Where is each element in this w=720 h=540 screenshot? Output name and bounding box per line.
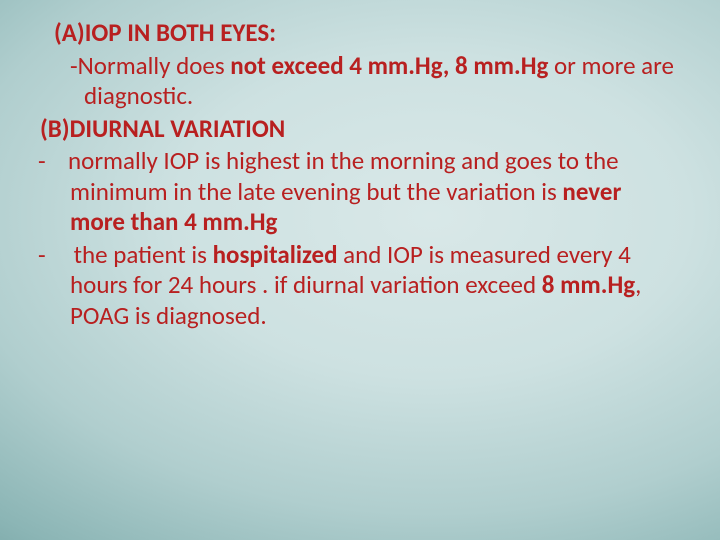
bullet-dash-icon: - [54, 240, 68, 271]
bullet-2-d-bold: 8 mm.Hg [542, 269, 635, 300]
section-a-body: -Normally does not exceed 4 mm.Hg, 8 mm.… [70, 51, 680, 112]
slide: (A)IOP IN BOTH EYES: -Normally does not … [0, 0, 720, 540]
bullet-2-b-bold: hospitalized [213, 239, 338, 270]
para-a-bold: not exceed 4 mm.Hg, 8 mm.Hg [230, 50, 548, 81]
bullet-1: - normally IOP is highest in the morning… [40, 146, 680, 238]
bullet-2: - the patient is hospitalized and IOP is… [40, 240, 680, 332]
bullet-2-a: the patient is [68, 239, 213, 270]
para-a-lead: -Normally does [70, 50, 230, 81]
section-b-heading: (B)DIURNAL VARIATION [40, 114, 680, 145]
bullet-1-pre: normally IOP is highest in the morning a… [68, 145, 619, 207]
bullet-dash-icon: - [54, 146, 68, 177]
section-a-heading: (A)IOP IN BOTH EYES: [54, 18, 680, 49]
slide-content: (A)IOP IN BOTH EYES: -Normally does not … [40, 18, 680, 331]
